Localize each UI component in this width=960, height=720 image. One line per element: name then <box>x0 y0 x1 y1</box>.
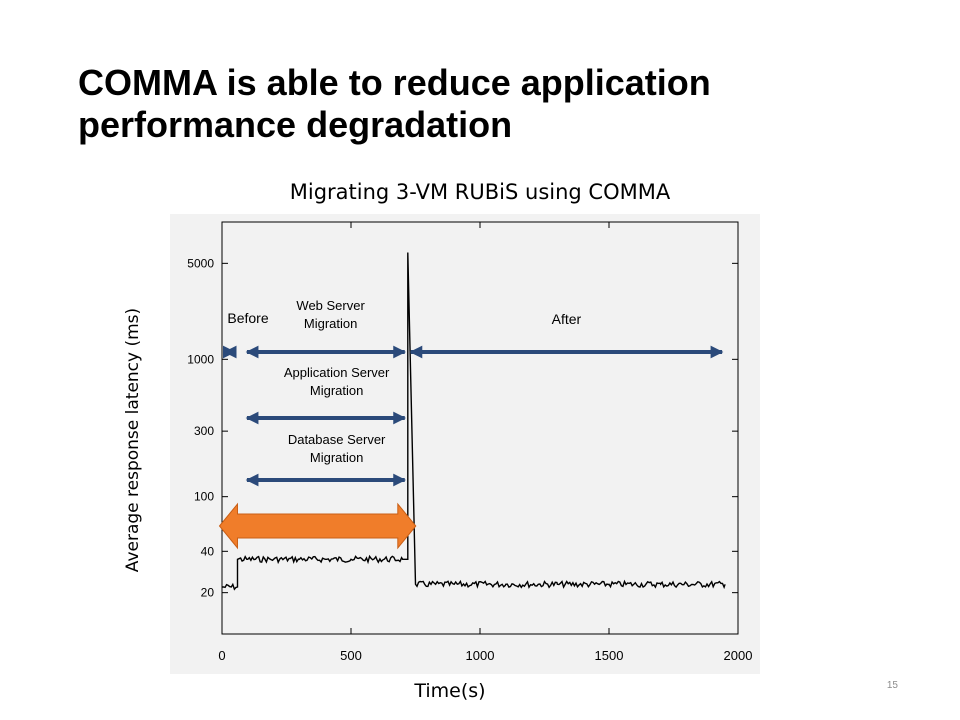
database-server-migration-label-line2: Migration <box>310 450 363 465</box>
y-tick-label: 300 <box>194 424 214 438</box>
plot-frame <box>221 221 739 635</box>
x-tick-label: 1000 <box>466 648 495 663</box>
web-server-migration-label-line2: Migration <box>304 316 357 331</box>
latency-chart: 0 500 1000 1500 2000 20 40 100 300 1000 5000 Before… <box>187 221 753 663</box>
x-tick-label: 2000 <box>724 648 753 663</box>
latency-series-line <box>221 252 726 591</box>
database-server-migration-label: Database Server <box>288 432 386 447</box>
chart-title: Migrating 3-VM RUBiS using COMMA <box>289 180 671 204</box>
after-label: After <box>552 311 582 327</box>
web-server-migration-label: Web Server <box>296 298 365 313</box>
before-label: Before <box>227 310 268 326</box>
y-tick-label: 100 <box>194 490 214 504</box>
y-tick-label: 5000 <box>187 256 214 270</box>
x-tick-label: 500 <box>340 648 362 663</box>
x-tick-label: 0 <box>218 648 225 663</box>
page-number: 15 <box>886 680 898 691</box>
highlight-double-arrow <box>218 502 417 550</box>
y-tick-label: 1000 <box>187 352 214 366</box>
y-tick-label: 20 <box>201 586 215 600</box>
chart-background <box>170 214 760 674</box>
slide-title: COMMA is able to reduce application perf… <box>78 62 711 145</box>
application-server-migration-label: Application Server <box>284 365 390 380</box>
y-tick-label: 40 <box>201 544 215 558</box>
x-axis-label: Time(s) <box>414 680 486 702</box>
x-tick-label: 1500 <box>595 648 624 663</box>
y-axis-label: Average response latency (ms) <box>123 307 143 573</box>
application-server-migration-label-line2: Migration <box>310 383 363 398</box>
